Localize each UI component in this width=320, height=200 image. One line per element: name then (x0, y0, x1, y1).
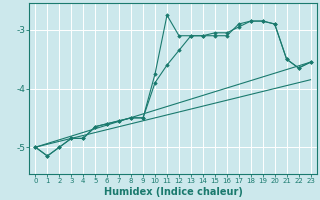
X-axis label: Humidex (Indice chaleur): Humidex (Indice chaleur) (104, 187, 243, 197)
